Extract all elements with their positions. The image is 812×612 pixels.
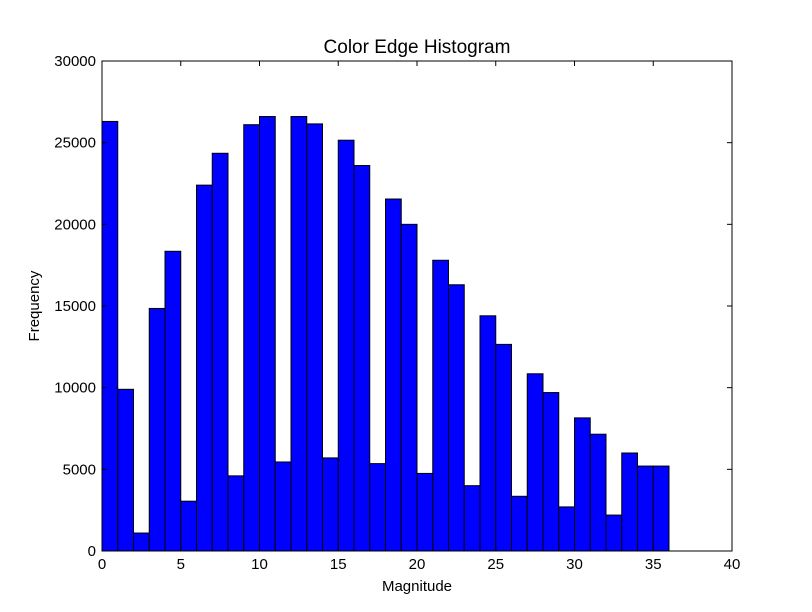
histogram-bar <box>337 139 355 552</box>
y-tick-label: 0 <box>88 543 96 560</box>
x-tick-label: 15 <box>330 556 347 573</box>
x-tick-label: 10 <box>251 556 268 573</box>
histogram-bar <box>196 184 213 552</box>
histogram-bar <box>542 392 560 552</box>
histogram-bar <box>574 417 591 552</box>
x-axis-title: Magnitude <box>382 578 452 595</box>
histogram-bar <box>589 433 607 552</box>
y-tick-label: 5000 <box>63 461 96 478</box>
histogram-bar <box>558 506 575 552</box>
histogram-bar <box>511 495 528 552</box>
y-tick-label: 30000 <box>54 53 96 70</box>
histogram-bar <box>180 500 197 552</box>
histogram-bar <box>164 250 182 552</box>
histogram-bar <box>385 198 402 552</box>
y-axis: 0 5000 10000 15000 20000 25000 30000 <box>54 53 732 560</box>
histogram-bar <box>416 472 434 552</box>
histogram-bar <box>290 116 308 552</box>
y-tick-label: 15000 <box>54 298 96 315</box>
histogram-bar <box>148 307 166 552</box>
x-tick-label: 5 <box>177 556 185 573</box>
x-tick-label: 40 <box>724 556 741 573</box>
histogram-bar <box>243 124 260 552</box>
bars-group <box>101 116 670 552</box>
x-tick-label: 25 <box>487 556 504 573</box>
histogram-bar <box>227 475 245 552</box>
histogram-bar <box>101 120 119 552</box>
histogram-bar <box>117 388 134 552</box>
histogram-bar <box>526 373 544 552</box>
x-tick-label: 35 <box>645 556 662 573</box>
x-tick-label: 30 <box>566 556 583 573</box>
histogram-bar <box>274 461 292 552</box>
histogram-bar <box>495 343 512 552</box>
histogram-bar <box>448 284 465 552</box>
x-tick-label: 0 <box>98 556 106 573</box>
x-tick-label: 20 <box>409 556 426 573</box>
histogram-bar <box>652 465 670 552</box>
histogram-bar <box>211 152 229 552</box>
histogram-bar <box>369 463 386 552</box>
histogram-bar <box>621 452 638 552</box>
histogram-bar <box>353 165 371 552</box>
histogram-bar <box>432 259 449 552</box>
x-axis: 0 5 10 15 20 25 30 35 40 <box>98 61 741 573</box>
histogram-bar <box>322 457 339 552</box>
chart-title: Color Edge Histogram <box>324 37 511 58</box>
histogram-bar <box>400 223 418 552</box>
histogram-bar <box>259 116 276 552</box>
histogram-bar <box>463 485 481 552</box>
y-axis-title: Frequency <box>26 270 43 341</box>
y-tick-label: 10000 <box>54 380 96 397</box>
y-tick-label: 25000 <box>54 135 96 152</box>
y-tick-label: 20000 <box>54 216 96 233</box>
histogram-bar <box>605 514 623 552</box>
histogram-bar <box>306 123 323 552</box>
histogram-bar <box>637 465 654 552</box>
histogram-bar <box>133 532 150 552</box>
histogram-bar <box>479 315 497 552</box>
